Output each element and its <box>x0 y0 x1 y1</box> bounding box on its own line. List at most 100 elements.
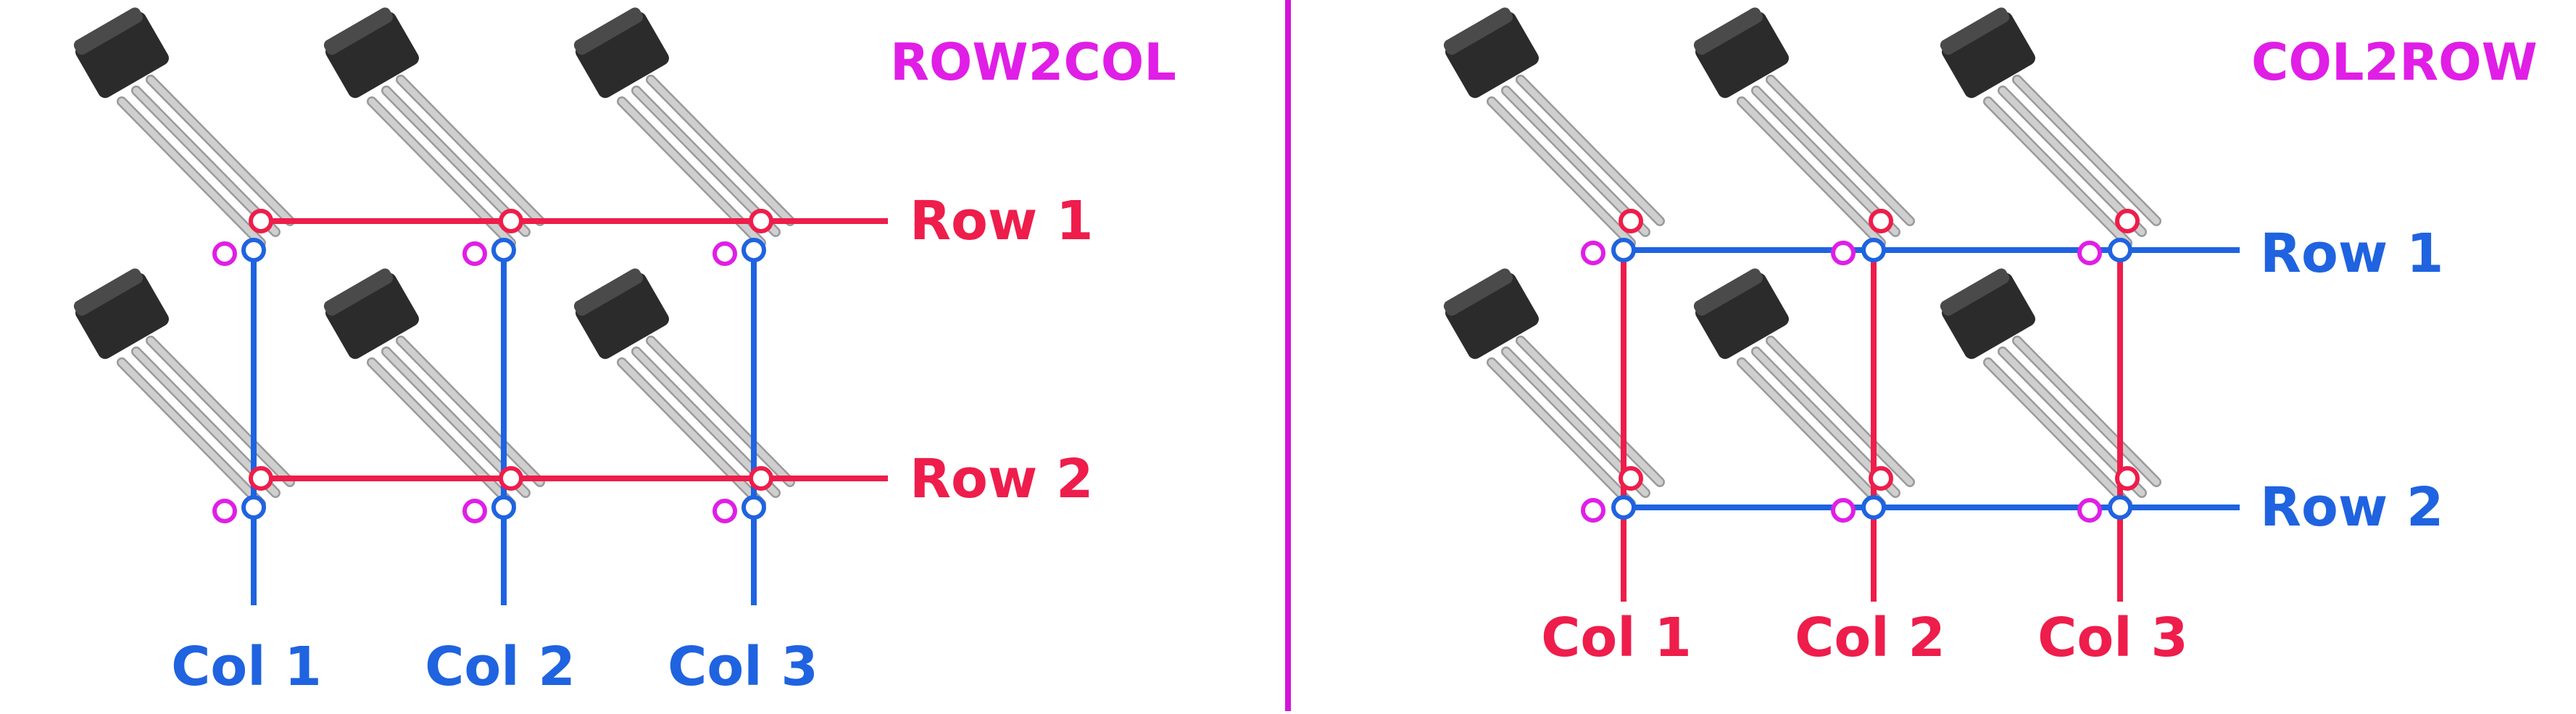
sensor-body-top <box>73 7 144 55</box>
sensor-body <box>325 273 419 360</box>
pad-red <box>749 209 773 233</box>
sensor-leg <box>1488 98 1634 246</box>
sensor-leg <box>397 76 544 225</box>
sensor-body <box>1695 12 1789 99</box>
sensor-body <box>576 273 669 360</box>
sensor-leg <box>1985 359 2131 507</box>
sensor-leg <box>397 337 544 486</box>
pad-red <box>249 466 273 491</box>
pad-blue <box>741 238 766 262</box>
col-label-2: Col 2 <box>425 636 576 698</box>
sensor-leg <box>147 76 294 225</box>
sensor-body-top <box>1443 7 1513 55</box>
pad-magenta <box>712 241 737 266</box>
pad-red <box>499 466 523 491</box>
hall-sensor <box>323 268 545 509</box>
col-label-3: Col 3 <box>668 636 818 698</box>
col-label-3: Col 3 <box>2037 607 2188 669</box>
panel-title-row2col: ROW2COL <box>890 33 1176 92</box>
sensor-leg <box>1738 359 1885 507</box>
sensors-layer <box>73 7 2161 509</box>
sensor-leg <box>147 337 294 486</box>
pad-magenta <box>712 499 737 523</box>
sensor-leg <box>1767 76 1914 225</box>
pad-red <box>749 466 773 491</box>
pad-red <box>1869 209 1893 233</box>
pad-blue <box>2108 238 2132 262</box>
pad-blue <box>1611 495 1636 520</box>
sensor-leg <box>1999 87 2145 236</box>
pad-magenta <box>462 241 487 266</box>
sensor-leg <box>118 98 265 246</box>
sensor-leg <box>133 87 279 236</box>
sensor-body-top <box>323 7 394 55</box>
pad-blue <box>1611 238 1636 262</box>
col-label-1: Col 1 <box>1541 607 1692 669</box>
sensor-leg <box>1738 98 1885 246</box>
sensor-body-top <box>323 268 394 316</box>
row-label-2: Row 2 <box>910 448 1093 510</box>
sensor-leg <box>2014 337 2160 486</box>
sensor-leg <box>647 337 794 486</box>
sensor-leg <box>2014 76 2160 225</box>
hall-sensor <box>1693 7 1915 248</box>
sensor-leg <box>383 87 529 236</box>
sensor-leg <box>1767 337 1914 486</box>
pad-red <box>2115 209 2140 233</box>
sensor-body-top <box>1940 7 2010 55</box>
pad-magenta <box>462 499 487 523</box>
sensor-leg <box>1488 359 1634 507</box>
pad-magenta <box>212 499 237 523</box>
sensor-body <box>1445 273 1539 360</box>
sensor-leg <box>1753 87 1899 236</box>
pad-blue <box>1861 238 1886 262</box>
panel-title-col2row: COL2ROW <box>2251 33 2538 92</box>
pad-blue <box>1861 495 1886 520</box>
sensor-body-top <box>1693 7 1763 55</box>
sensor-body <box>1942 12 2035 99</box>
sensor-leg <box>1517 337 1663 486</box>
pad-red <box>1619 209 1643 233</box>
pad-magenta <box>212 241 237 266</box>
sensor-body-top <box>1693 268 1763 316</box>
pad-blue <box>241 495 266 520</box>
hall-sensor <box>323 7 545 248</box>
sensor-body <box>75 273 169 360</box>
col-label-1: Col 1 <box>171 636 322 698</box>
pad-magenta <box>1831 241 1856 265</box>
pad-red <box>1869 466 1893 491</box>
sensor-leg <box>633 87 779 236</box>
row-label-1: Row 1 <box>2260 223 2443 285</box>
pads-layer <box>212 209 2140 523</box>
wires-layer <box>251 218 2240 605</box>
sensor-leg <box>118 359 265 507</box>
pad-blue <box>2108 495 2132 520</box>
pad-magenta <box>1581 241 1605 265</box>
pad-magenta <box>1581 498 1605 523</box>
pad-magenta <box>2077 241 2102 265</box>
hall-sensor <box>73 7 295 248</box>
hall-sensor <box>1443 7 1665 248</box>
sensor-leg <box>647 76 794 225</box>
sensor-body-top <box>1940 268 2010 316</box>
pad-red <box>249 209 273 233</box>
sensor-body-top <box>573 7 644 55</box>
row-label-2: Row 2 <box>2260 476 2443 539</box>
sensor-body <box>325 12 419 99</box>
pad-blue <box>741 495 766 520</box>
pad-blue <box>491 495 516 520</box>
sensor-leg <box>1517 76 1663 225</box>
sensor-body <box>75 12 169 99</box>
sensor-body-top <box>73 268 144 316</box>
sensor-body-top <box>1443 268 1513 316</box>
sensor-body <box>576 12 669 99</box>
pad-blue <box>491 238 516 262</box>
pad-blue <box>241 238 266 262</box>
pad-red <box>1619 466 1643 491</box>
pad-magenta <box>1831 498 1856 523</box>
sensor-body-top <box>573 268 644 316</box>
sensor-body <box>1695 273 1789 360</box>
sensor-body <box>1942 273 2035 360</box>
